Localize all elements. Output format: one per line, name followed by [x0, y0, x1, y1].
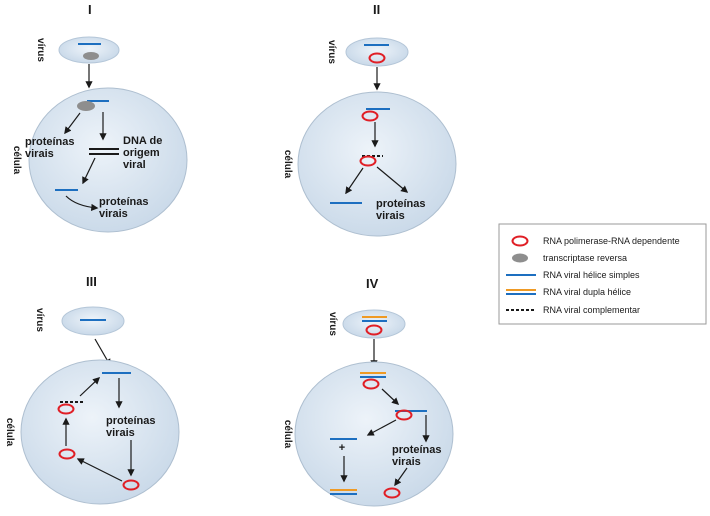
panel-4-numeral: IV: [366, 276, 379, 291]
panel-1: I vírus célula proteínas virais DNA de o…: [11, 2, 187, 232]
panel-1-text-4: origem: [123, 147, 160, 159]
panel-4-virus-label: vírus: [327, 312, 338, 336]
reverse-transcriptase-icon: [512, 254, 528, 263]
panel-3-numeral: III: [86, 274, 97, 289]
panel-4-text-3: virais: [392, 456, 421, 468]
panel-3-text-1: proteínas: [106, 415, 156, 427]
panel-1-text-6: proteínas: [99, 196, 149, 208]
legend-item-4: RNA viral dupla hélice: [543, 287, 631, 297]
legend-item-5: RNA viral complementar: [543, 305, 640, 315]
panel-1-text-1: proteínas: [25, 136, 75, 148]
panel-1-text-2: virais: [25, 148, 54, 160]
legend-item-2: transcriptase reversa: [543, 253, 627, 263]
panel-3-cell: [21, 360, 179, 504]
panel-1-cell-label: célula: [11, 146, 22, 175]
legend-item-1: RNA polimerase-RNA dependente: [543, 236, 680, 246]
panel-1-virus-rt: [83, 52, 99, 60]
panel-2-text-1: proteínas: [376, 198, 426, 210]
legend: RNA polimerase-RNA dependente transcript…: [499, 224, 706, 324]
panel-4-cell: [295, 362, 453, 506]
panel-1-virus-label: vírus: [35, 38, 46, 62]
panel-3-text-2: virais: [106, 427, 135, 439]
panel-2: II vírus célula proteínas virais: [282, 2, 456, 236]
panel-4-text-2: proteínas: [392, 444, 442, 456]
panel-4: IV vírus célula + proteínas virais: [282, 276, 453, 506]
legend-item-3: RNA viral hélice simples: [543, 270, 640, 280]
panel-1-text-7: virais: [99, 208, 128, 220]
panel-2-numeral: II: [373, 2, 380, 17]
panel-1-text-3: DNA de: [123, 135, 162, 147]
panel-3-cell-label: célula: [4, 418, 15, 447]
panel-2-virus-label: vírus: [326, 40, 337, 64]
panel-3-virus-label: vírus: [34, 308, 45, 332]
panel-1-text-5: viral: [123, 159, 146, 171]
panel-2-cell-label: célula: [282, 150, 293, 179]
panel-1-numeral: I: [88, 2, 92, 17]
panel-3: III vírus célula proteínas virais: [4, 274, 179, 504]
panel-4-cell-label: célula: [282, 420, 293, 449]
panel-1-rt: [77, 101, 95, 111]
panel-2-text-2: virais: [376, 210, 405, 222]
panel-4-text-1: +: [339, 442, 345, 454]
